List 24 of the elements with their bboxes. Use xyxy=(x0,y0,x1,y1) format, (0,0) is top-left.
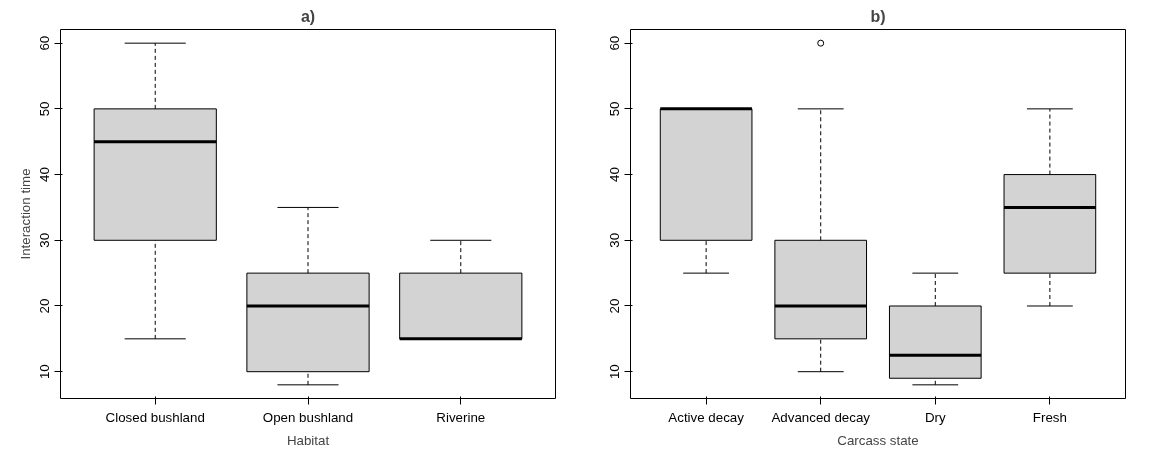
y-tick-label: 60 xyxy=(37,35,53,51)
x-tick-label: Fresh xyxy=(1032,409,1067,425)
x-axis-title: Carcass state xyxy=(837,432,919,448)
chart-title: a) xyxy=(300,7,316,25)
y-tick-label: 20 xyxy=(607,298,623,314)
y-tick-label: 60 xyxy=(607,35,623,51)
x-tick-label: Open bushland xyxy=(262,409,354,425)
y-tick-label: 40 xyxy=(607,167,623,182)
x-axis-title: Habitat xyxy=(286,432,330,448)
x-tick-label: Riverine xyxy=(436,409,486,425)
y-tick-label: 50 xyxy=(607,101,623,117)
x-tick-label: Dry xyxy=(924,409,946,425)
y-axis-title: Interaction time xyxy=(17,168,33,260)
y-tick-label: 50 xyxy=(37,101,53,117)
y-tick-label: 40 xyxy=(37,167,53,182)
y-tick-label: 30 xyxy=(607,232,623,248)
chart-title: b) xyxy=(870,7,886,25)
x-tick-label: Active decay xyxy=(668,409,745,425)
y-tick-label: 10 xyxy=(37,364,53,380)
y-tick-label: 10 xyxy=(607,364,623,380)
x-tick-label: Advanced decay xyxy=(771,409,871,425)
y-tick-label: 20 xyxy=(37,298,53,314)
x-tick-label: Closed bushland xyxy=(105,409,205,425)
y-tick-label: 30 xyxy=(37,232,53,248)
